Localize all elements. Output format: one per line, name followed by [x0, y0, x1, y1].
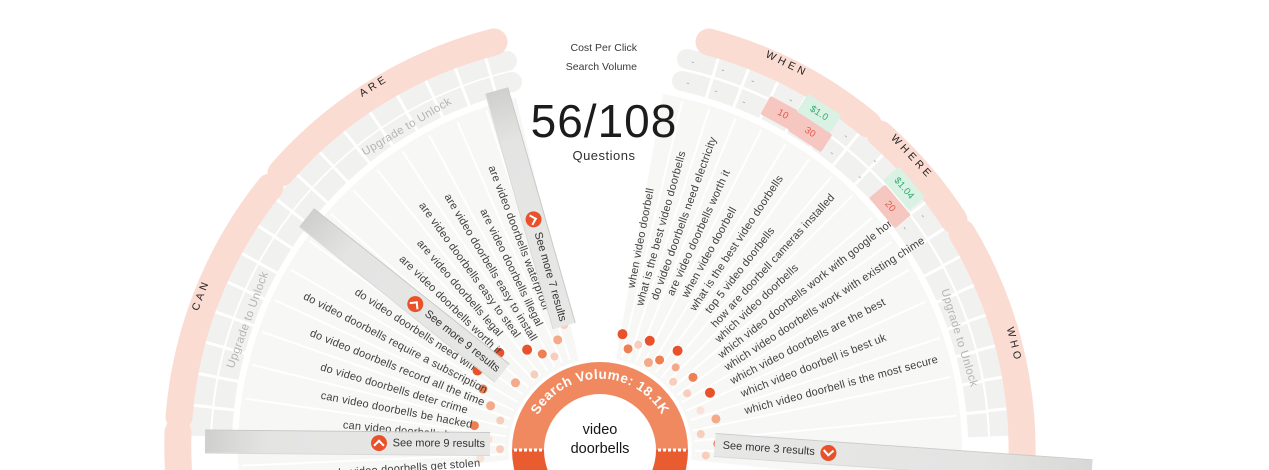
chevron-down-icon — [820, 444, 838, 462]
cost-per-click-label: Cost Per Click — [570, 42, 637, 54]
chevron-up-icon — [403, 292, 427, 316]
questions-count: 56/108 — [530, 95, 678, 147]
chevron-up-icon — [523, 209, 544, 229]
rim-category-arcs — [164, 28, 1036, 470]
see-more-do-lower-label: See more 9 results — [392, 437, 486, 450]
chevron-up-icon — [370, 434, 387, 452]
center-donut: Search Volume: 18.1K — [509, 362, 691, 470]
search-volume-label: Search Volume — [565, 61, 637, 73]
see-more-which-label: See more 3 results — [722, 439, 816, 459]
see-more-do-lower-button[interactable]: See more 9 results — [204, 429, 491, 457]
questions-caption: Questions — [572, 148, 636, 163]
seed-keyword: video doorbells — [570, 422, 630, 457]
